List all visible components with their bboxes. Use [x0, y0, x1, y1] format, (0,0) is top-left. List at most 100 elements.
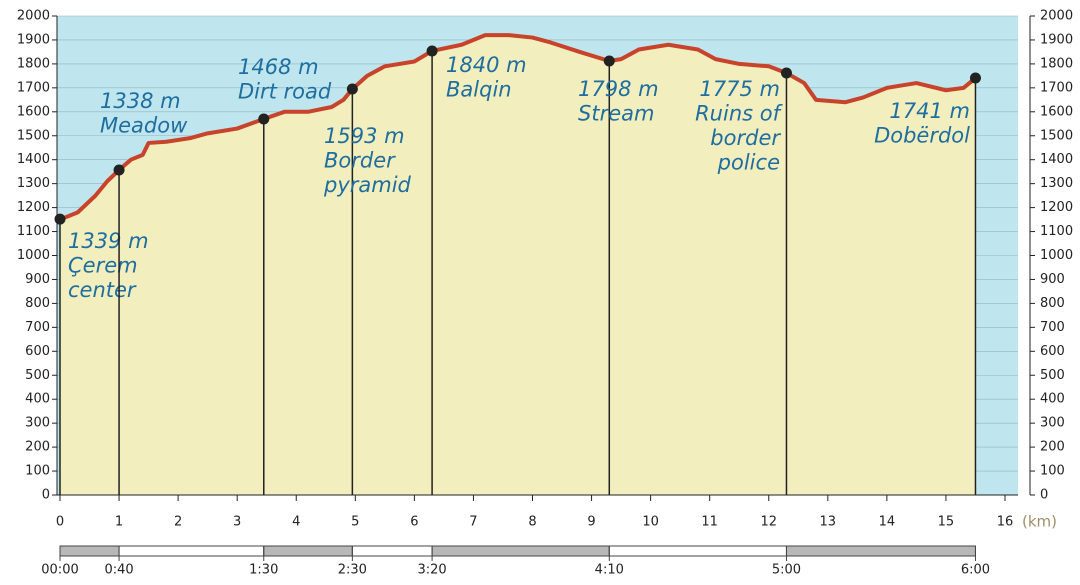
- y-tick-label: 800: [25, 296, 50, 311]
- time-label: 2:30: [338, 563, 367, 578]
- time-segment: [118, 545, 265, 557]
- y2-tick-label: 100: [1040, 464, 1065, 479]
- waypoint-label: police: [717, 151, 780, 175]
- x-tick-label: 2: [174, 515, 182, 530]
- x-tick-label: 12: [760, 515, 777, 530]
- y2-tick-label: 1900: [1040, 32, 1073, 47]
- y2-tick-label: 800: [1040, 296, 1065, 311]
- x-tick-label: 8: [528, 515, 536, 530]
- y2-tick-label: 1000: [1040, 248, 1073, 263]
- y-tick-label: 0: [42, 488, 50, 503]
- time-segment: [608, 545, 787, 557]
- x-tick-label: 13: [820, 515, 837, 530]
- y-tick-label: 600: [25, 344, 50, 359]
- y-tick-label: 300: [25, 416, 50, 431]
- waypoint-label: pyramid: [323, 173, 412, 197]
- waypoint-marker: [346, 83, 358, 95]
- time-label: 4:10: [595, 563, 624, 578]
- x-tick-label: 9: [587, 515, 595, 530]
- waypoint-label: Stream: [578, 102, 654, 126]
- time-label: 1:30: [249, 563, 278, 578]
- x-tick-label: 14: [879, 515, 896, 530]
- y2-tick-label: 200: [1040, 440, 1065, 455]
- waypoint-label: 1338 m: [100, 89, 181, 113]
- y-tick-label: 900: [25, 272, 50, 287]
- y2-tick-label: 1400: [1040, 152, 1073, 167]
- y2-tick-label: 1300: [1040, 176, 1073, 191]
- waypoint-marker: [426, 45, 438, 57]
- waypoint-label: 1593 m: [324, 124, 405, 148]
- y2-tick-label: 1700: [1040, 80, 1073, 95]
- y2-tick-label: 900: [1040, 272, 1065, 287]
- time-segment: [351, 545, 433, 557]
- y-tick-label: 1300: [17, 176, 50, 191]
- y-tick-label: 200: [25, 440, 50, 455]
- y2-tick-label: 0: [1040, 488, 1048, 503]
- y-tick-label: 1500: [17, 128, 50, 143]
- time-label: 3:20: [417, 563, 446, 578]
- waypoint-label: Dobërdol: [874, 124, 970, 148]
- y2-tick-label: 1500: [1040, 128, 1073, 143]
- waypoint-label: center: [68, 278, 137, 302]
- y-tick-label: 1200: [17, 200, 50, 215]
- x-tick-label: 5: [351, 515, 359, 530]
- time-label: 0:40: [104, 563, 133, 578]
- x-tick-label: 0: [56, 515, 64, 530]
- waypoint-marker: [54, 213, 66, 225]
- waypoint-marker: [113, 164, 125, 176]
- waypoint-label: Meadow: [100, 114, 188, 138]
- y2-tick-label: 1100: [1040, 224, 1073, 239]
- x-tick-label: 11: [701, 515, 718, 530]
- waypoint-label: Border: [324, 149, 396, 173]
- time-segment: [263, 545, 353, 557]
- waypoint-label: 1775 m: [699, 77, 780, 101]
- x-tick-label: 4: [292, 515, 300, 530]
- waypoint-marker: [603, 55, 615, 67]
- y-tick-label: 1700: [17, 80, 50, 95]
- waypoint-label: Balqin: [446, 78, 512, 102]
- waypoint-label: 1339 m: [68, 229, 149, 253]
- y2-tick-label: 400: [1040, 392, 1065, 407]
- y-tick-label: 1900: [17, 32, 50, 47]
- waypoint-label: 1840 m: [446, 53, 527, 77]
- time-segment: [59, 545, 120, 557]
- waypoint-marker: [258, 113, 270, 125]
- x-unit: (km): [1022, 513, 1057, 531]
- y2-tick-label: 1800: [1040, 56, 1073, 71]
- y-tick-label: 400: [25, 392, 50, 407]
- x-tick-label: 10: [642, 515, 659, 530]
- time-label: 00:00: [41, 563, 78, 578]
- y-tick-label: 500: [25, 368, 50, 383]
- y-tick-label: 1600: [17, 104, 50, 119]
- waypoint-label: border: [710, 126, 781, 150]
- y2-tick-label: 1200: [1040, 200, 1073, 215]
- y2-tick-label: 500: [1040, 368, 1065, 383]
- waypoint-label: Dirt road: [238, 80, 332, 104]
- waypoint-label: 1798 m: [578, 77, 659, 101]
- waypoint-label: Çerem: [68, 254, 138, 278]
- y-tick-label: 700: [25, 320, 50, 335]
- y-tick-label: 1000: [17, 248, 50, 263]
- y-tick-label: 2000: [17, 9, 50, 24]
- waypoint-label: Ruins of: [695, 102, 784, 126]
- y2-tick-label: 300: [1040, 416, 1065, 431]
- y2-tick-label: 1600: [1040, 104, 1073, 119]
- x-tick-label: 6: [410, 515, 418, 530]
- y-tick-label: 1100: [17, 224, 50, 239]
- y2-tick-label: 2000: [1040, 9, 1073, 24]
- x-tick-label: 16: [997, 515, 1014, 530]
- waypoint-marker: [780, 67, 792, 79]
- elevation-area: [60, 35, 976, 495]
- time-segment: [431, 545, 610, 557]
- x-tick-label: 3: [233, 515, 241, 530]
- time-segment: [785, 545, 976, 557]
- elevation-line: [59, 33, 977, 222]
- waypoint-label: 1468 m: [238, 55, 319, 79]
- y-tick-label: 1400: [17, 152, 50, 167]
- y-tick-label: 100: [25, 464, 50, 479]
- y2-tick-label: 700: [1040, 320, 1065, 335]
- waypoint-marker: [969, 72, 981, 84]
- x-tick-label: 1: [115, 515, 123, 530]
- time-label: 5:00: [772, 563, 801, 578]
